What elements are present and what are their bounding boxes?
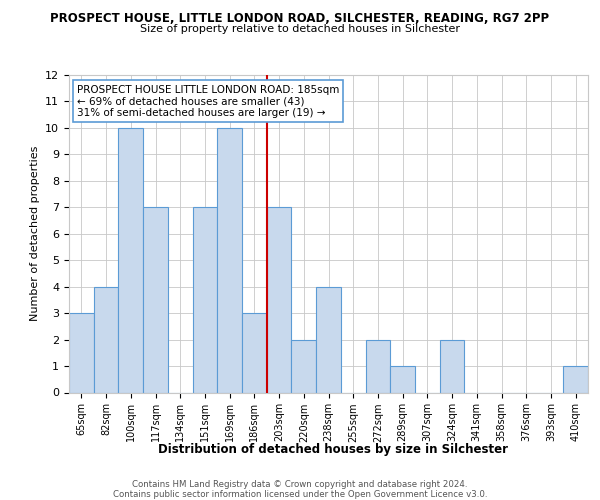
Bar bbox=[94, 286, 118, 393]
Bar bbox=[563, 366, 588, 392]
Bar bbox=[143, 208, 168, 392]
Bar bbox=[440, 340, 464, 392]
Bar bbox=[193, 208, 217, 392]
Text: PROSPECT HOUSE, LITTLE LONDON ROAD, SILCHESTER, READING, RG7 2PP: PROSPECT HOUSE, LITTLE LONDON ROAD, SILC… bbox=[50, 12, 550, 26]
Bar bbox=[365, 340, 390, 392]
Bar bbox=[292, 340, 316, 392]
Text: Contains HM Land Registry data © Crown copyright and database right 2024.
Contai: Contains HM Land Registry data © Crown c… bbox=[113, 480, 487, 499]
Bar bbox=[267, 208, 292, 392]
Bar bbox=[217, 128, 242, 392]
Bar bbox=[390, 366, 415, 392]
Bar bbox=[118, 128, 143, 392]
Text: Distribution of detached houses by size in Silchester: Distribution of detached houses by size … bbox=[158, 442, 508, 456]
Y-axis label: Number of detached properties: Number of detached properties bbox=[29, 146, 40, 322]
Bar bbox=[69, 313, 94, 392]
Bar bbox=[242, 313, 267, 392]
Text: PROSPECT HOUSE LITTLE LONDON ROAD: 185sqm
← 69% of detached houses are smaller (: PROSPECT HOUSE LITTLE LONDON ROAD: 185sq… bbox=[77, 84, 339, 117]
Text: Size of property relative to detached houses in Silchester: Size of property relative to detached ho… bbox=[140, 24, 460, 34]
Bar bbox=[316, 286, 341, 393]
